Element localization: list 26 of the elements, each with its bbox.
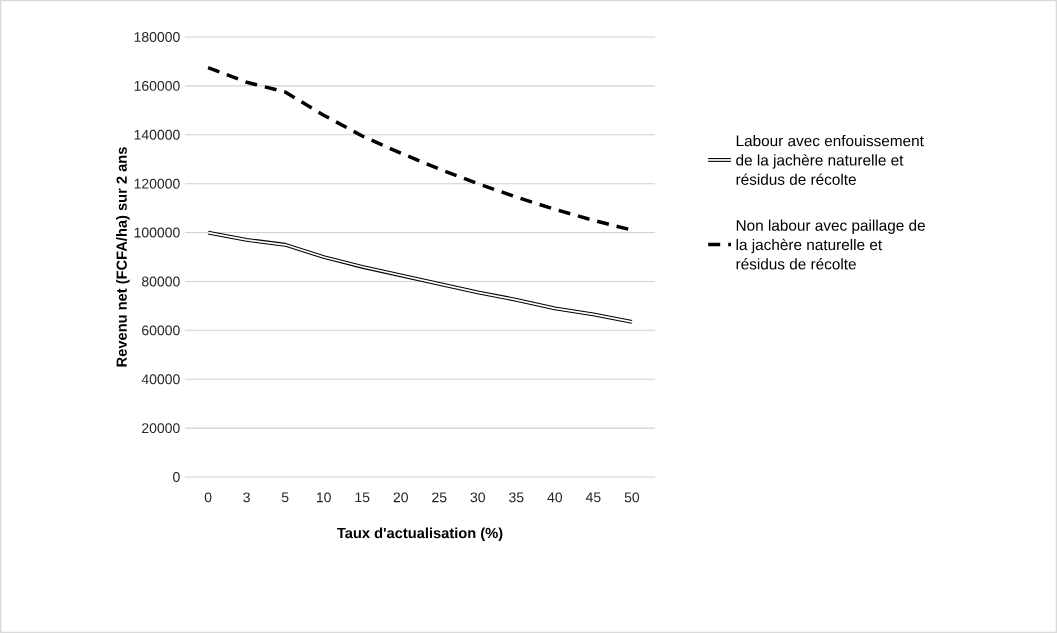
y-tick-label: 40000 — [141, 374, 180, 385]
x-tick-label: 10 — [316, 492, 331, 503]
x-tick-label: 3 — [243, 492, 250, 503]
legend-label: Labour avec enfouissement de la jachère naturelle et résidus de récolte — [736, 135, 924, 185]
x-tick-label: 25 — [432, 492, 447, 503]
x-tick-label: 40 — [547, 492, 563, 503]
x-tick-label: 5 — [281, 492, 289, 503]
y-tick-label: 140000 — [134, 129, 180, 140]
x-tick-label: 20 — [393, 492, 408, 503]
x-tick-label: 50 — [624, 492, 640, 503]
y-tick-label: 100000 — [134, 227, 180, 238]
y-tick-label: 0 — [173, 472, 180, 482]
y-tick-label: 180000 — [134, 32, 180, 42]
y-tick-label: 80000 — [141, 276, 180, 287]
x-tick-label: 45 — [585, 492, 601, 503]
legend-label: Non labour avec paillage de la jachère naturelle et résidus de récolte — [736, 219, 925, 270]
y-tick-label: 60000 — [142, 325, 180, 336]
y-tick-label: 20000 — [142, 423, 180, 434]
x-tick-label: 0 — [204, 492, 212, 503]
y-tick-label: 160000 — [134, 80, 180, 91]
y-axis-title: Revenu net (FCFA/ha) sur 2 ans — [116, 147, 130, 367]
x-axis-title: Taux d'actualisation (%) — [337, 527, 503, 542]
x-tick-label: 35 — [509, 492, 524, 503]
x-tick-label: 30 — [470, 492, 486, 503]
x-tick-label: 15 — [355, 492, 370, 503]
y-tick-label: 120000 — [134, 178, 180, 189]
